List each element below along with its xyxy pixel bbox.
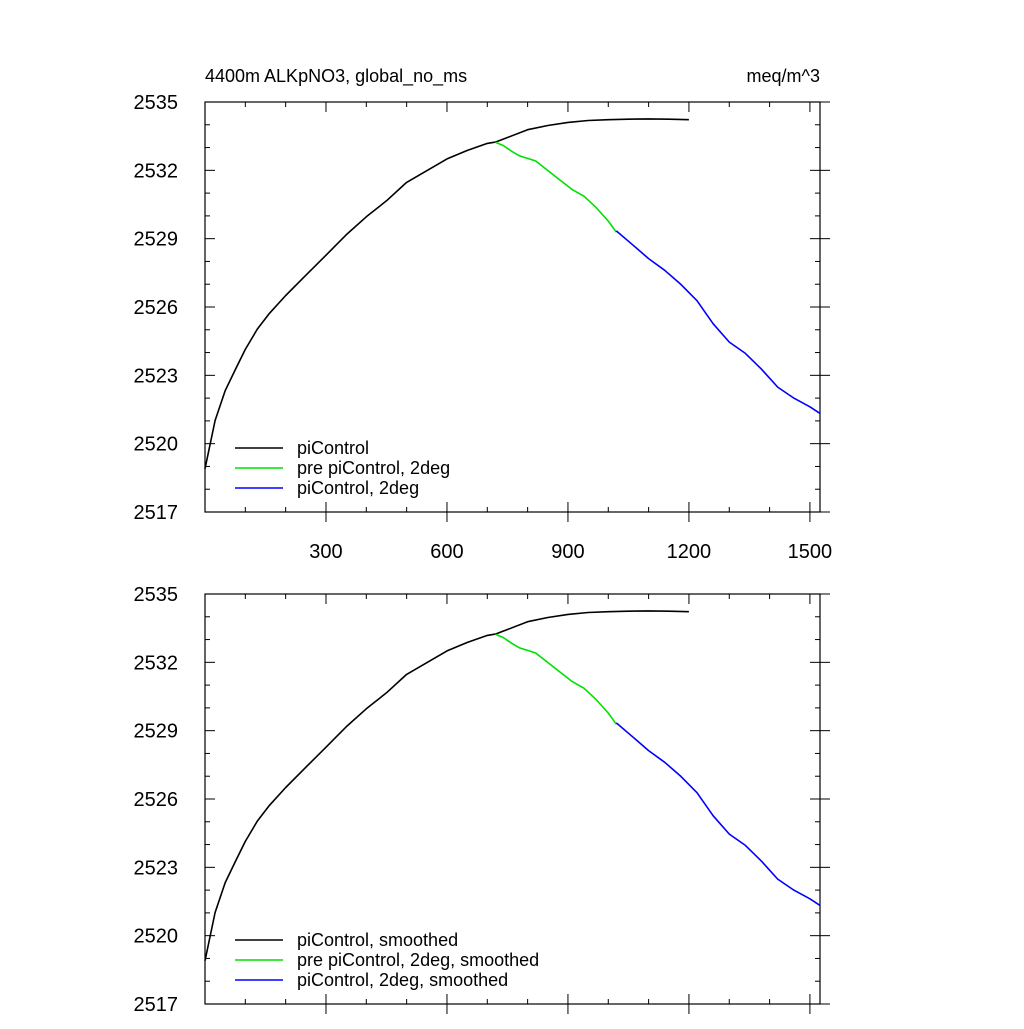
y-tick-label: 2532 <box>134 652 179 674</box>
y-tick-label: 2523 <box>134 857 179 879</box>
y-tick-label: 2535 <box>134 92 179 114</box>
y-tick-label: 2520 <box>134 926 179 948</box>
y-tick-label: 2532 <box>134 160 179 182</box>
y-tick-label: 2517 <box>134 994 179 1016</box>
x-tick-label: 300 <box>309 541 342 563</box>
legend-label: piControl, 2deg, smoothed <box>297 970 508 990</box>
series-line-1 <box>204 118 689 469</box>
y-tick-label: 2529 <box>134 721 179 743</box>
y-tick-label: 2520 <box>134 434 179 456</box>
bottom-panel: 2517 2520 2523 2526 2529 2532 2535 piControl, s… <box>134 584 830 1016</box>
series-line-1 <box>204 610 689 961</box>
x-tick-label: 1200 <box>667 541 712 563</box>
legend-label: piControl, 2deg <box>297 478 419 498</box>
x-tick-label: 900 <box>551 541 584 563</box>
x-tick-label: 600 <box>430 541 463 563</box>
top-panel: 300 600 900 1200 1500 2517 2520 2523 2526 2529 253… <box>134 92 833 563</box>
series-line-2 <box>495 633 617 725</box>
legend-label: pre piControl, 2deg <box>297 458 450 478</box>
y-tick-label: 2517 <box>134 502 179 524</box>
series-line-2 <box>495 141 617 233</box>
legend-label: pre piControl, 2deg, smoothed <box>297 950 539 970</box>
y-tick-label: 2529 <box>134 229 179 251</box>
units-label: meq/m^3 <box>747 66 820 86</box>
y-tick-label: 2535 <box>134 584 179 606</box>
legend-label: piControl, smoothed <box>297 930 458 950</box>
y-tick-label: 2526 <box>134 789 179 811</box>
y-tick-label: 2526 <box>134 297 179 319</box>
chart-title: 4400m ALKpNO3, global_no_ms <box>205 66 467 87</box>
x-tick-label: 1500 <box>788 541 833 563</box>
series-line-3 <box>615 230 821 415</box>
series-line-3 <box>615 722 821 907</box>
y-tick-label: 2523 <box>134 365 179 387</box>
legend-label: piControl <box>297 438 369 458</box>
